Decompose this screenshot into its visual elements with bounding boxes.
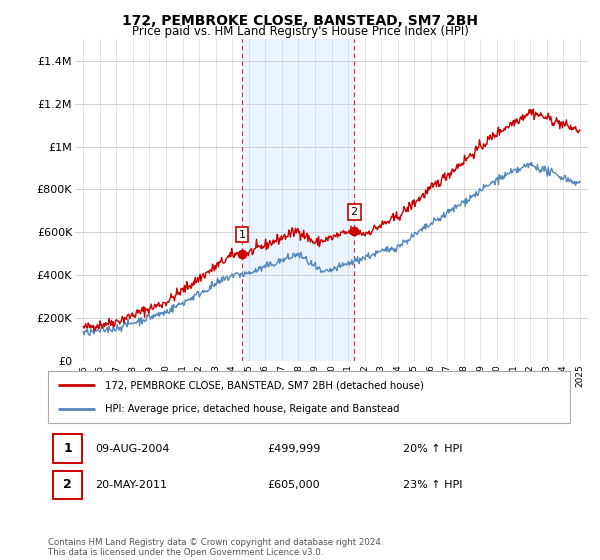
Text: £605,000: £605,000: [267, 480, 320, 490]
Text: 1: 1: [239, 230, 245, 240]
Text: 2: 2: [350, 207, 358, 217]
Text: 172, PEMBROKE CLOSE, BANSTEAD, SM7 2BH: 172, PEMBROKE CLOSE, BANSTEAD, SM7 2BH: [122, 14, 478, 28]
Text: £499,999: £499,999: [267, 444, 320, 454]
Text: Contains HM Land Registry data © Crown copyright and database right 2024.
This d: Contains HM Land Registry data © Crown c…: [48, 538, 383, 557]
Text: 09-AUG-2004: 09-AUG-2004: [95, 444, 169, 454]
Text: 20% ↑ HPI: 20% ↑ HPI: [403, 444, 463, 454]
Text: Price paid vs. HM Land Registry's House Price Index (HPI): Price paid vs. HM Land Registry's House …: [131, 25, 469, 38]
Bar: [53, 470, 82, 500]
Text: 2: 2: [63, 478, 72, 491]
Text: 23% ↑ HPI: 23% ↑ HPI: [403, 480, 463, 490]
Text: HPI: Average price, detached house, Reigate and Banstead: HPI: Average price, detached house, Reig…: [106, 404, 400, 414]
Text: 1: 1: [63, 442, 72, 455]
Bar: [242, 39, 354, 361]
Bar: [53, 434, 82, 463]
Text: 20-MAY-2011: 20-MAY-2011: [95, 480, 167, 490]
Text: 172, PEMBROKE CLOSE, BANSTEAD, SM7 2BH (detached house): 172, PEMBROKE CLOSE, BANSTEAD, SM7 2BH (…: [106, 380, 424, 390]
